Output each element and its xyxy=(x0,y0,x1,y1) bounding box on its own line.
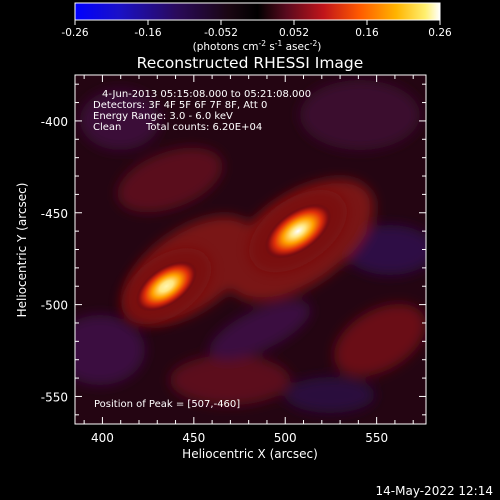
time-range-label: 4-Jun-2013 05:15:08.000 to 05:21:08.000 xyxy=(102,89,311,100)
x-tick-label: 400 xyxy=(91,431,114,445)
y-tick-label: -500 xyxy=(41,299,68,313)
colorbar-tick-label: 0.26 xyxy=(428,27,452,39)
y-tick-label: -450 xyxy=(41,207,68,221)
peak-position-label: Position of Peak = [507,-460] xyxy=(94,399,240,410)
timestamp: 14-May-2022 12:14 xyxy=(376,484,493,498)
flare-source xyxy=(135,261,197,312)
flare-sources xyxy=(121,190,347,325)
x-tick-label: 450 xyxy=(182,431,205,445)
chart-title: Reconstructed RHESSI Image xyxy=(137,54,364,72)
y-tick-label: -550 xyxy=(41,390,68,404)
colorbar-ticks: -0.26 -0.16 -0.052 0.052 0.16 0.26 xyxy=(61,20,452,39)
x-tick-label: 550 xyxy=(365,431,388,445)
total-counts-label: Total counts: 6.20E+04 xyxy=(145,122,262,133)
colorbar-tick-label: 0.052 xyxy=(279,27,309,39)
colorbar-units: (photons cm-2 s-1 asec-2) xyxy=(193,39,322,53)
colorbar xyxy=(74,2,441,21)
y-axis-label: Heliocentric Y (arcsec) xyxy=(15,183,29,318)
flare-source xyxy=(264,203,332,259)
energy-range-label: Energy Range: 3.0 - 6.0 keV xyxy=(93,111,233,122)
colorbar-tick-label: -0.26 xyxy=(61,27,88,39)
colorbar-tick-label: -0.052 xyxy=(204,27,238,39)
x-axis-ticks: 400 450 500 550 xyxy=(83,75,414,445)
detectors-label: Detectors: 3F 4F 5F 6F 7F 8F, Att 0 xyxy=(93,100,267,111)
y-tick-label: -400 xyxy=(41,115,68,129)
colorbar-tick-label: -0.16 xyxy=(134,27,161,39)
x-axis-label: Heliocentric X (arcsec) xyxy=(182,447,318,461)
x-tick-label: 500 xyxy=(274,431,297,445)
y-axis-ticks: -400 -450 -500 -550 xyxy=(41,83,426,416)
method-label: Clean xyxy=(93,122,121,133)
colorbar-tick-label: 0.16 xyxy=(355,27,379,39)
